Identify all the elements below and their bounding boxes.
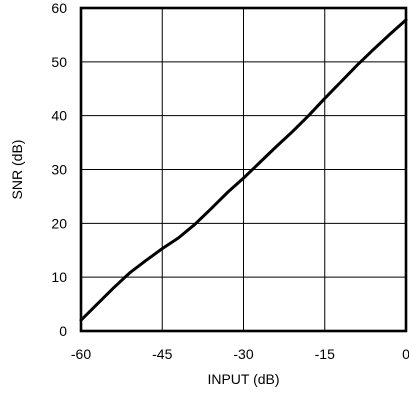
y-tick-label: 30 bbox=[51, 162, 67, 178]
x-tick-label: 0 bbox=[402, 346, 409, 362]
tick-labels: -60 -45 -30 -15 0 0 10 20 30 40 50 60 bbox=[51, 0, 409, 362]
x-tick-label: -45 bbox=[152, 346, 172, 362]
x-tick-label: -60 bbox=[71, 346, 91, 362]
y-tick-label: 60 bbox=[51, 0, 67, 16]
series-layer bbox=[79, 18, 408, 322]
x-tick-label: -15 bbox=[315, 346, 335, 362]
y-axis-title: SNR (dB) bbox=[9, 140, 25, 200]
x-tick-label: -30 bbox=[233, 346, 253, 362]
grid-lines bbox=[81, 8, 406, 331]
snr-series-line bbox=[79, 18, 408, 322]
y-tick-label: 40 bbox=[51, 108, 67, 124]
y-tick-label: 20 bbox=[51, 215, 67, 231]
x-axis-title: INPUT (dB) bbox=[207, 371, 279, 387]
y-tick-label: 0 bbox=[59, 323, 67, 339]
y-tick-label: 50 bbox=[51, 54, 67, 70]
plot-frame bbox=[79, 6, 408, 333]
y-tick-label: 10 bbox=[51, 269, 67, 285]
